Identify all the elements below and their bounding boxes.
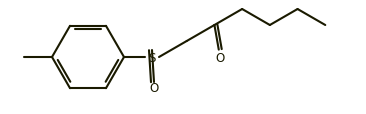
Text: O: O	[149, 81, 158, 94]
Text: S: S	[148, 51, 156, 64]
Text: O: O	[215, 52, 224, 65]
